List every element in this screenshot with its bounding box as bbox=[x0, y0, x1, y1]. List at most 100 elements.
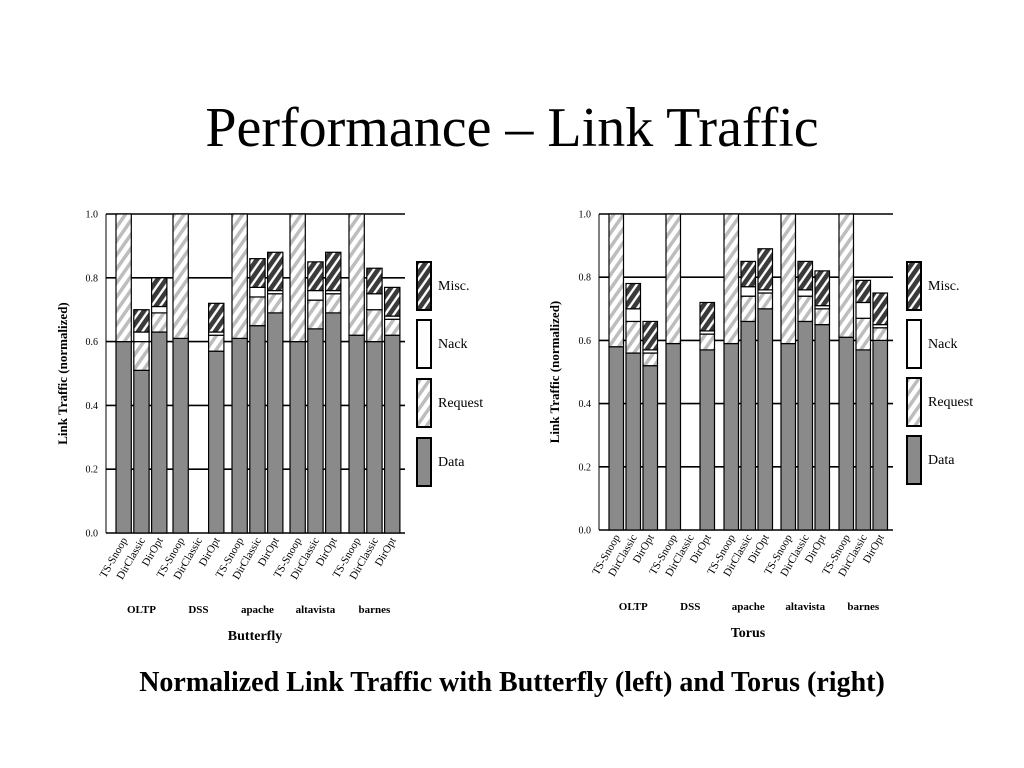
y-tick-label: 0.4 bbox=[579, 399, 592, 410]
bar-segment-data bbox=[625, 352, 642, 531]
bar-segment-request bbox=[115, 213, 132, 343]
bar-segment-data bbox=[797, 320, 814, 531]
group-label: barnes bbox=[359, 604, 392, 616]
bar-segment-request bbox=[289, 213, 306, 343]
bar-segment-request bbox=[723, 213, 740, 345]
bar-segment-data bbox=[838, 336, 855, 531]
group-label: apache bbox=[241, 604, 274, 616]
bar-segment-misc bbox=[797, 260, 814, 291]
bar-segment-data bbox=[699, 349, 716, 531]
bar-segment-misc bbox=[208, 302, 225, 333]
y-tick-label: 0.8 bbox=[86, 273, 99, 284]
y-tick-label: 0.6 bbox=[579, 336, 592, 347]
bar-segment-misc bbox=[151, 277, 168, 308]
bar-segment-misc bbox=[699, 301, 716, 332]
bar-segment-request bbox=[172, 213, 189, 340]
legend-label: Request bbox=[928, 395, 973, 410]
legend-swatch-nack bbox=[906, 319, 922, 369]
legend-label: Data bbox=[438, 455, 465, 470]
bar-segment-misc bbox=[642, 320, 659, 351]
bar-segment-request bbox=[625, 320, 642, 354]
bar-segment-request bbox=[872, 327, 889, 342]
bar-segment-misc bbox=[366, 267, 383, 295]
bar-segment-request bbox=[699, 333, 716, 351]
y-axis-label: Link Traffic (normalized) bbox=[547, 301, 562, 444]
torus-chart: 0.0 0.2 0.4 0.6 0.8 1.0 Link Traffic (normaliz… bbox=[547, 210, 973, 642]
bar-segment-nack bbox=[625, 308, 642, 323]
x-axis-title: Butterfly bbox=[228, 629, 282, 644]
legend-label: Misc. bbox=[438, 279, 470, 294]
bar-segment-data bbox=[814, 324, 831, 531]
legend-label: Nack bbox=[438, 337, 468, 352]
legend-swatch-request bbox=[416, 378, 432, 428]
y-tick-label: 1.0 bbox=[86, 210, 99, 221]
y-axis-label: Link Traffic (normalized) bbox=[55, 302, 70, 445]
x-axis-title: Torus bbox=[731, 626, 766, 641]
bar-segment-misc bbox=[757, 248, 774, 291]
slide-caption: Normalized Link Traffic with Butterfly (… bbox=[139, 667, 885, 698]
bar-segment-misc bbox=[267, 251, 284, 292]
bar-segment-request bbox=[665, 213, 682, 345]
bar-segment-request bbox=[780, 213, 797, 345]
group-label: DSS bbox=[188, 604, 208, 616]
bar-segment-request bbox=[797, 295, 814, 323]
legend-label: Data bbox=[928, 453, 955, 468]
bar-segment-data bbox=[780, 342, 797, 531]
y-tick-label: 0.8 bbox=[579, 273, 592, 284]
bar-segment-data bbox=[608, 346, 625, 531]
bar-segment-data bbox=[855, 349, 872, 531]
bar-segment-data bbox=[665, 342, 682, 531]
bar-segment-data bbox=[872, 339, 889, 531]
bar-segment-data bbox=[740, 320, 757, 531]
bar-segment-request bbox=[814, 308, 831, 326]
legend-label: Nack bbox=[928, 337, 958, 352]
legend-label: Misc. bbox=[928, 279, 960, 294]
bar-segment-nack bbox=[797, 289, 814, 297]
bar-segment-misc bbox=[872, 292, 889, 326]
bar-segment-request bbox=[642, 352, 659, 367]
y-tick-label: 0.6 bbox=[86, 337, 99, 348]
bar-segment-data bbox=[757, 308, 774, 531]
group-label: DSS bbox=[680, 601, 700, 613]
bar-segment-misc bbox=[855, 279, 872, 304]
legend-swatch-data bbox=[906, 435, 922, 485]
y-tick-label: 0.0 bbox=[579, 526, 592, 537]
bar-segment-misc bbox=[814, 270, 831, 307]
group-label: barnes bbox=[847, 601, 880, 613]
y-tick-label: 1.0 bbox=[579, 210, 592, 221]
group-label: altavista bbox=[296, 604, 336, 616]
bar-segment-data bbox=[723, 342, 740, 531]
bar-segment-request bbox=[838, 213, 855, 338]
legend-swatch-data bbox=[416, 437, 432, 487]
bar-segment-misc bbox=[307, 261, 324, 292]
legend-label: Request bbox=[438, 396, 483, 411]
legend-swatch-misc bbox=[906, 261, 922, 311]
y-tick-label: 0.2 bbox=[579, 462, 592, 473]
bar-segment-misc bbox=[740, 260, 757, 288]
bar-segment-data bbox=[642, 365, 659, 531]
bar-segment-misc bbox=[625, 282, 642, 310]
bar-segment-request bbox=[855, 317, 872, 351]
group-label: altavista bbox=[785, 601, 825, 613]
bar-segment-misc bbox=[249, 258, 266, 288]
bar-segment-request bbox=[608, 213, 625, 348]
y-tick-label: 0.2 bbox=[86, 465, 99, 476]
bar-segment-misc bbox=[133, 309, 150, 333]
bar-segment-request bbox=[757, 292, 774, 310]
y-tick-label: 0.4 bbox=[86, 401, 99, 412]
bar-segment-nack bbox=[740, 286, 757, 297]
bar-segment-request bbox=[231, 213, 248, 340]
group-label: OLTP bbox=[619, 601, 648, 613]
butterfly-chart: 0.0 0.2 0.4 0.6 0.8 1.0 Link Traffic (normaliz… bbox=[55, 210, 483, 645]
bar-segment-nack bbox=[855, 301, 872, 319]
legend-swatch-request bbox=[906, 377, 922, 427]
y-tick-label: 0.0 bbox=[86, 529, 99, 540]
bar-segment-request bbox=[348, 213, 365, 336]
legend-swatch-nack bbox=[416, 319, 432, 369]
legend-swatch-misc bbox=[416, 261, 432, 311]
slide-title: Performance – Link Traffic bbox=[205, 97, 819, 159]
group-label: OLTP bbox=[127, 604, 156, 616]
bar-segment-request bbox=[740, 295, 757, 323]
bar-segment-misc bbox=[325, 251, 342, 292]
bar-segment-misc bbox=[384, 286, 401, 317]
